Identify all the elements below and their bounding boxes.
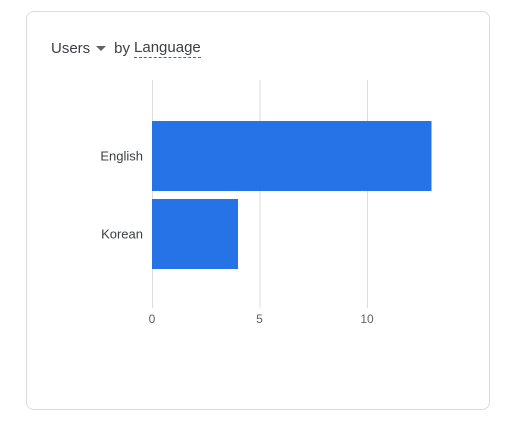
x-tick-label: 0 [149,312,156,326]
bar [152,121,432,191]
bar [152,199,238,269]
category-label: Korean [101,227,143,242]
dimension-selector[interactable]: Language [134,38,201,58]
metric-selector[interactable]: Users [51,40,114,57]
bar-chart: 0 5 10 English Korean [100,80,432,326]
metric-label: Users [51,39,91,57]
x-tick-label: 5 [256,312,263,326]
by-label: by [114,39,131,57]
chart-card: Users by Language 0 5 10 English Korean [26,11,490,410]
x-tick-label: 10 [360,312,374,326]
category-label: English [100,149,143,164]
chart-header: Users by Language [51,37,201,59]
caret-down-icon [96,45,107,51]
